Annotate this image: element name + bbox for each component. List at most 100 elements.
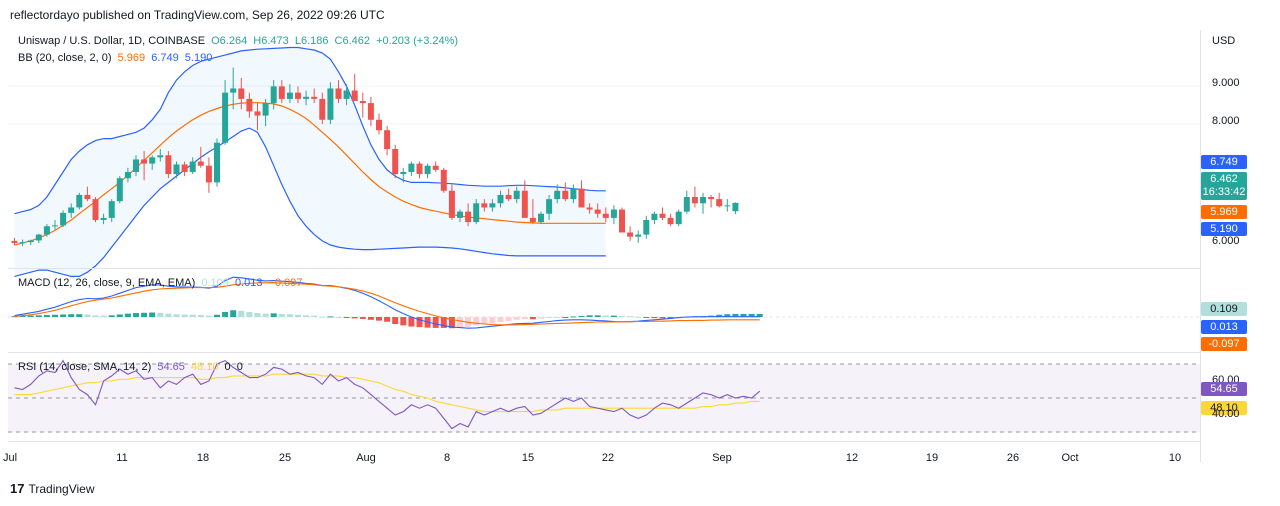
macd-histogram-bar (278, 313, 285, 317)
pane-divider-rsi[interactable] (8, 352, 1200, 353)
macd-histogram-bar (416, 317, 423, 328)
symbol-label[interactable]: Uniswap / U.S. Dollar, 1D, COINBASE (18, 35, 206, 47)
price-axis-line (1200, 30, 1201, 462)
macd-histogram-bar (84, 314, 91, 317)
macd-histogram-bar (384, 317, 391, 322)
candle-body (270, 86, 277, 104)
currency-label: USD (1212, 35, 1236, 47)
candle-body (667, 217, 674, 225)
macd-histogram-bar (546, 317, 553, 319)
macd-histogram-bar (165, 313, 172, 317)
main-legend: Uniswap / U.S. Dollar, 1D, COINBASE O6.2… (18, 35, 461, 47)
macd-histogram-bar (295, 314, 301, 317)
macd-signal-line (14, 282, 760, 326)
candle-body (683, 197, 690, 212)
macd-histogram-bar (562, 317, 569, 318)
candle-body (181, 164, 188, 172)
macd-histogram-bar (359, 317, 366, 319)
rsi-zero-1: 0 (224, 361, 231, 373)
macd-histogram-bar (100, 315, 107, 317)
macd-legend: MACD (12, 26, close, 9, EMA, EMA) 0.109 … (18, 277, 305, 289)
macd-histogram-bar (473, 317, 480, 326)
countdown-value: 16:33:42 (1202, 186, 1246, 198)
bb-upper-line (14, 46, 606, 215)
candle-body (724, 205, 731, 207)
publisher-line: reflectordayo published on TradingView.c… (10, 8, 385, 22)
candle-body (262, 103, 269, 116)
pane-divider-macd[interactable] (8, 268, 1200, 269)
candle-body (538, 213, 544, 223)
time-axis-label: Oct (1061, 452, 1079, 464)
tradingview-footer[interactable]: 17 TradingView (10, 481, 95, 496)
rsi-label[interactable]: RSI (14, close, SMA, 14, 2) (18, 361, 152, 373)
macd-histogram-bar (157, 312, 164, 317)
candle-body (367, 103, 374, 120)
macd-histogram-bar (691, 317, 698, 318)
bb-basis-tag: 5.969 (1201, 205, 1247, 219)
candle-body (116, 178, 123, 202)
macd-hist-tag: 0.109 (1201, 302, 1247, 316)
candle-body (100, 217, 107, 220)
candle-body (108, 201, 115, 218)
candle-body (11, 240, 18, 243)
macd-histogram-bar (19, 315, 26, 317)
bb-lower-line (14, 127, 606, 277)
macd-histogram-bar (43, 315, 50, 317)
candle-body (149, 157, 156, 164)
candle-body (513, 190, 520, 200)
candle-body (173, 164, 180, 175)
candle-body (457, 211, 463, 218)
candle-body (205, 165, 212, 183)
candle-body (521, 190, 528, 218)
candle-body (230, 88, 237, 93)
macd-histogram-bar (667, 317, 674, 319)
candle-body (327, 88, 334, 120)
candle-body (659, 213, 666, 218)
candle-body (189, 161, 196, 172)
macd-histogram-bar (230, 310, 237, 317)
candle-body (84, 194, 91, 200)
macd-histogram-bar (732, 313, 739, 317)
candle-body (416, 163, 423, 175)
candle-body (335, 88, 342, 99)
candle-body (602, 213, 609, 218)
macd-histogram-bar (659, 317, 666, 319)
candle-body (19, 242, 26, 244)
time-axis-label: Sep (712, 452, 732, 464)
change-value: +0.203 (+3.24%) (376, 35, 459, 47)
candle-body (197, 161, 204, 166)
high-value: H6.473 (253, 35, 289, 47)
macd-signal-value: −0.097 (268, 277, 303, 289)
bb-upper-tag: 6.749 (1201, 155, 1247, 169)
time-axis-label: 15 (521, 452, 535, 464)
macd-histogram-bar (262, 313, 269, 317)
macd-histogram-bar (222, 311, 229, 317)
candle-body (546, 199, 553, 214)
candle-body (359, 100, 366, 104)
macd-label[interactable]: MACD (12, 26, close, 9, EMA, EMA) (18, 277, 196, 289)
candle-body (392, 149, 399, 175)
macd-histogram-bar (60, 314, 67, 317)
candle-body (619, 209, 625, 233)
macd-histogram-bar (400, 317, 407, 326)
macd-histogram-bar (643, 317, 650, 318)
candle-body (311, 96, 318, 99)
candle-body (343, 90, 350, 99)
last-price-value: 6.462 (1210, 173, 1238, 185)
macd-histogram-bar (189, 314, 196, 317)
macd-histogram-bar (11, 316, 18, 318)
price-tick-9: 9.000 (1212, 77, 1240, 89)
time-axis-label: 18 (196, 452, 210, 464)
macd-histogram-bar (538, 317, 544, 319)
time-axis-label: 8 (443, 452, 451, 464)
macd-histogram-bar (124, 313, 131, 317)
bb-label[interactable]: BB (20, close, 2, 0) (18, 52, 112, 64)
candle-body (319, 98, 326, 120)
candle-body (627, 232, 634, 237)
candle-body (165, 155, 172, 175)
candle-body (35, 234, 42, 241)
macd-histogram-bar (497, 317, 504, 323)
candle-body (400, 171, 407, 175)
candle-body (254, 111, 261, 116)
